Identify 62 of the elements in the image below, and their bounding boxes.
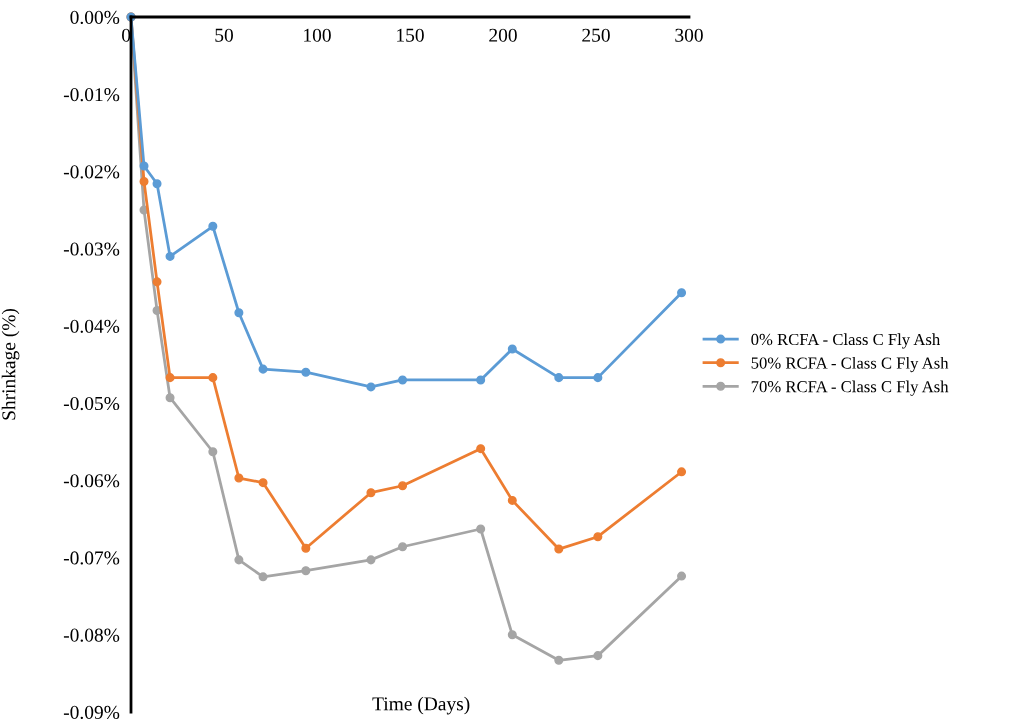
point — [593, 651, 603, 661]
point — [677, 571, 687, 581]
point — [165, 393, 175, 403]
point — [152, 277, 162, 287]
point — [258, 364, 268, 374]
y-tick-label: -0.05% — [63, 396, 120, 411]
y-axis-title: Shrinkage (%) — [1, 308, 20, 420]
y-tick-label: 0.00% — [70, 10, 120, 25]
point — [301, 367, 311, 377]
point — [593, 373, 603, 383]
x-tick-label: 150 — [397, 28, 424, 42]
y-tick-label: -0.01% — [63, 88, 120, 102]
point — [208, 373, 218, 383]
point — [507, 495, 517, 505]
point — [476, 524, 486, 534]
point — [366, 488, 376, 498]
point — [139, 161, 149, 171]
point — [476, 444, 486, 454]
point — [398, 481, 408, 491]
point — [258, 478, 268, 488]
point — [677, 288, 687, 298]
point — [208, 221, 218, 231]
point — [234, 555, 244, 565]
x-tick-label: 250 — [582, 28, 610, 42]
point — [165, 251, 175, 261]
legend-label: 0% RCFA - Class C Fly Ash — [751, 333, 941, 349]
point — [234, 308, 244, 318]
point — [208, 447, 218, 457]
point — [234, 473, 244, 483]
point — [593, 532, 603, 542]
point — [476, 375, 486, 385]
point — [507, 344, 517, 354]
point — [554, 544, 564, 554]
x-tick-label: 0 — [122, 28, 131, 42]
y-tick-label: -0.03% — [63, 242, 120, 256]
x-axis-title: Time (Days) — [372, 696, 470, 715]
point — [366, 382, 376, 392]
point — [139, 176, 149, 186]
point — [165, 373, 175, 383]
y-tick-label: -0.08% — [63, 628, 120, 642]
x-tick-label: 50 — [215, 28, 233, 42]
legend-label: 70% RCFA - Class C Fly Ash — [751, 380, 949, 396]
y-tick-label: -0.04% — [63, 319, 120, 333]
point — [366, 555, 376, 565]
x-tick-label: 200 — [489, 28, 517, 42]
point — [152, 179, 162, 189]
point — [677, 467, 687, 477]
point — [554, 373, 564, 383]
y-tick-label: -0.06% — [63, 474, 120, 488]
point — [554, 655, 564, 665]
y-tick-label: -0.09% — [63, 705, 120, 720]
x-tick-label: 300 — [675, 28, 703, 42]
point — [398, 375, 408, 385]
point — [507, 630, 517, 640]
legend-label: 50% RCFA - Class C Fly Ash — [751, 356, 949, 373]
y-tick-label: -0.02% — [63, 165, 120, 179]
point — [258, 572, 268, 582]
point — [301, 566, 311, 576]
point — [301, 543, 311, 553]
point — [398, 542, 408, 552]
x-tick-label: 100 — [304, 28, 331, 42]
y-tick-label: -0.07% — [63, 551, 120, 565]
